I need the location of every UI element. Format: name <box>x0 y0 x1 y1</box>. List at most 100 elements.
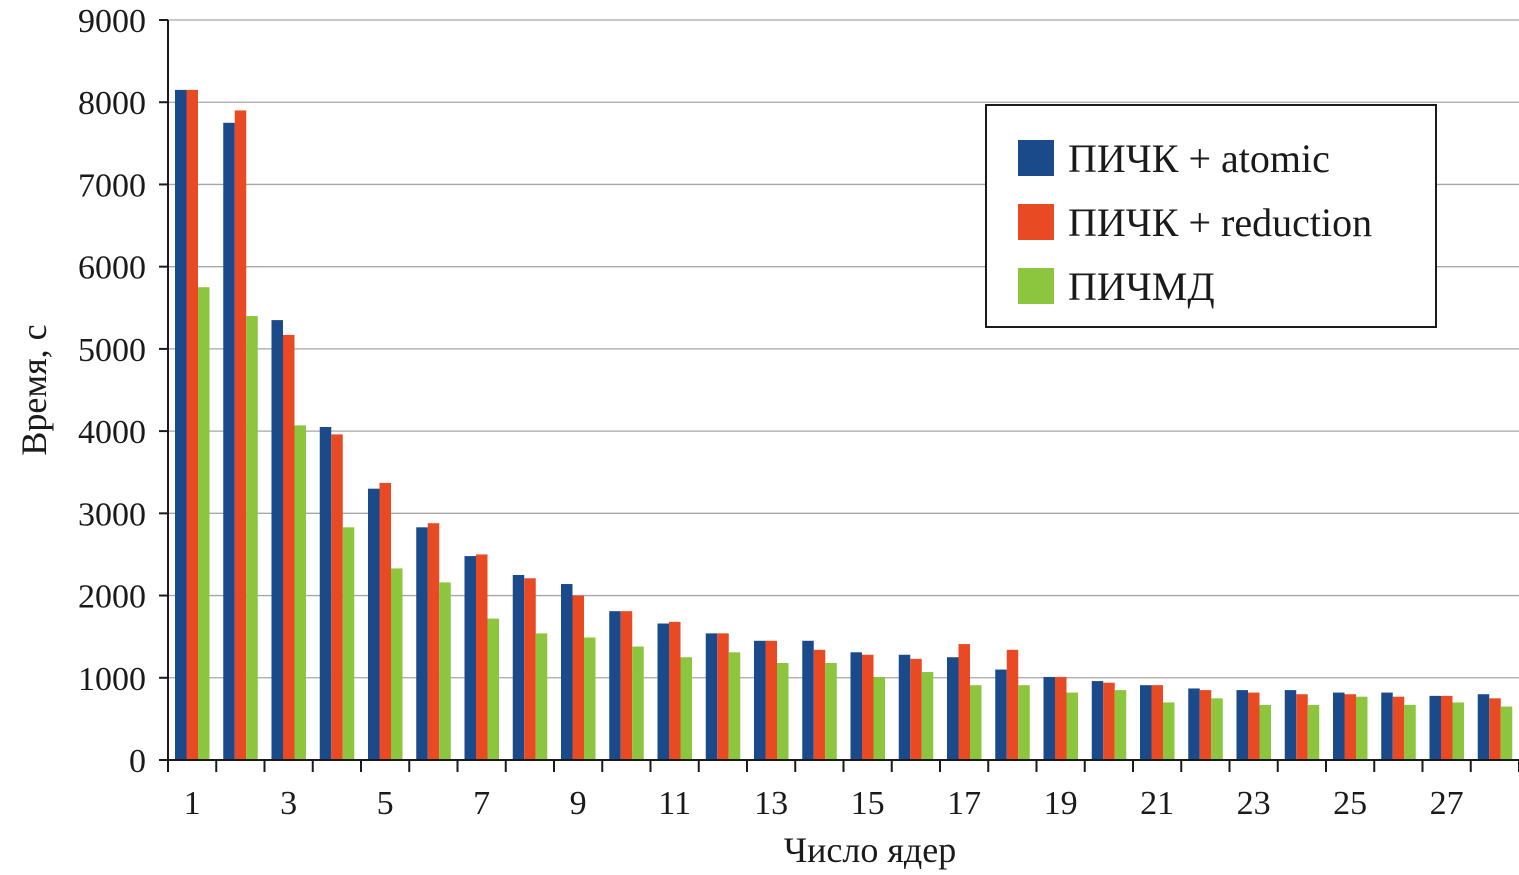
x-tick-label: 7 <box>473 785 490 822</box>
x-tick-label: 9 <box>570 785 587 822</box>
x-tick-label: 5 <box>377 785 394 822</box>
bar-series-1-cat-10 <box>609 611 621 760</box>
bar-series-1-cat-11 <box>657 623 669 760</box>
bar-series-3-cat-8 <box>535 633 548 760</box>
y-tick-label: 0 <box>129 743 146 780</box>
bar-series-1-cat-5 <box>368 488 380 760</box>
bar-series-2-cat-19 <box>1055 676 1067 760</box>
bar-series-1-cat-6 <box>416 527 428 760</box>
y-tick-labels: 0 1000 2000 3000 4000 5000 6000 7000 8000 9000 <box>78 3 168 780</box>
bar-series-3-cat-25 <box>1356 696 1368 760</box>
bar-series-2-cat-6 <box>427 523 440 760</box>
bar-series-3-cat-12 <box>728 652 741 760</box>
bar-series-3-cat-28 <box>1500 706 1513 760</box>
legend-label-2: ПИЧК + reduction <box>1068 200 1372 245</box>
bar-series-3-cat-23 <box>1259 704 1271 760</box>
bar-series-1-cat-12 <box>705 633 718 760</box>
y-tick-label: 5000 <box>78 332 146 369</box>
bar-series-1-cat-20 <box>1091 681 1104 760</box>
legend-swatch-1 <box>1018 140 1054 176</box>
bar-series-1-cat-17 <box>947 657 959 760</box>
bar-series-3-cat-11 <box>680 657 692 760</box>
y-tick-label: 2000 <box>78 579 146 616</box>
bar-series-3-cat-15 <box>873 676 885 760</box>
bar-series-2-cat-26 <box>1392 696 1405 760</box>
bar-series-1-cat-16 <box>898 654 911 760</box>
bar-series-2-cat-5 <box>379 482 391 760</box>
bar-series-3-cat-16 <box>921 672 934 760</box>
bar-series-1-cat-28 <box>1477 694 1490 760</box>
y-tick-label: 4000 <box>78 414 146 451</box>
bar-series-3-cat-20 <box>1114 690 1127 760</box>
bar-series-3-cat-1 <box>198 287 210 760</box>
bar-series-1-cat-13 <box>754 640 766 760</box>
x-tick-label: 11 <box>658 785 691 822</box>
bar-series-2-cat-20 <box>1103 682 1115 760</box>
bar-series-2-cat-11 <box>669 621 681 760</box>
bar-series-2-cat-18 <box>1006 649 1019 760</box>
bar-series-1-cat-9 <box>561 584 573 760</box>
y-axis-title: Время, с <box>14 324 54 455</box>
bar-series-2-cat-2 <box>234 110 247 760</box>
bar-series-2-cat-27 <box>1441 695 1453 760</box>
bar-series-1-cat-21 <box>1140 685 1152 760</box>
bar-series-2-cat-24 <box>1296 694 1308 760</box>
bar-series-2-cat-7 <box>476 554 488 760</box>
y-tick-label: 9000 <box>78 3 146 40</box>
bar-series-2-cat-12 <box>717 633 729 760</box>
bar-series-1-cat-8 <box>512 575 525 760</box>
bar-series-1-cat-15 <box>850 652 862 760</box>
bar-series-3-cat-5 <box>391 568 403 760</box>
x-tick-label: 13 <box>754 785 788 822</box>
bar-series-2-cat-22 <box>1199 690 1212 760</box>
bar-series-2-cat-25 <box>1344 694 1356 760</box>
bar-series-3-cat-17 <box>970 685 982 760</box>
bar-series-2-cat-14 <box>813 649 826 760</box>
x-tick-label: 21 <box>1140 785 1174 822</box>
bar-series-2-cat-1 <box>186 89 198 760</box>
bar-series-1-cat-24 <box>1284 690 1297 760</box>
bar-series-3-cat-22 <box>1211 698 1223 760</box>
legend-box <box>985 104 1437 328</box>
bar-series-3-cat-21 <box>1163 702 1175 760</box>
bar-series-2-cat-9 <box>572 595 584 760</box>
bar-series-1-cat-19 <box>1043 676 1055 760</box>
legend-swatch-2 <box>1018 204 1054 240</box>
y-tick-label: 3000 <box>78 496 146 533</box>
legend-label-3: ПИЧМД <box>1068 264 1215 309</box>
bar-series-2-cat-16 <box>910 658 922 760</box>
x-tick-label: 23 <box>1237 785 1271 822</box>
bar-series-3-cat-10 <box>632 646 644 760</box>
bar-series-3-cat-3 <box>294 425 306 760</box>
x-tick-label: 3 <box>280 785 297 822</box>
bar-series-1-cat-14 <box>802 640 814 760</box>
legend-label-1: ПИЧК + atomic <box>1068 136 1330 181</box>
y-tick-label: 1000 <box>78 661 146 698</box>
bar-series-3-cat-24 <box>1307 704 1320 760</box>
y-tick-label: 6000 <box>78 250 146 287</box>
x-tick-label: 25 <box>1333 785 1367 822</box>
y-tick-label: 7000 <box>78 167 146 204</box>
bar-series-1-cat-26 <box>1381 692 1393 760</box>
bar-series-1-cat-22 <box>1188 688 1200 760</box>
bar-series-3-cat-4 <box>342 527 355 760</box>
bar-series-2-cat-10 <box>620 611 633 760</box>
x-tick-label: 1 <box>184 785 201 822</box>
bar-series-3-cat-27 <box>1452 702 1464 760</box>
x-tick-label: 15 <box>851 785 885 822</box>
bar-series-3-cat-26 <box>1404 704 1416 760</box>
bar-series-3-cat-13 <box>777 662 789 760</box>
bar-series-2-cat-17 <box>958 644 970 760</box>
bar-series-1-cat-3 <box>271 320 283 760</box>
bar-series-1-cat-2 <box>223 122 235 760</box>
bar-series-2-cat-13 <box>765 640 777 760</box>
bar-series-1-cat-25 <box>1333 692 1345 760</box>
bar-series-1-cat-1 <box>175 89 187 760</box>
bar-series-3-cat-14 <box>825 662 837 760</box>
bar-series-3-cat-18 <box>1018 685 1030 760</box>
bar-series-2-cat-28 <box>1489 698 1501 760</box>
y-tick-label: 8000 <box>78 85 146 122</box>
x-tick-label: 27 <box>1430 785 1464 822</box>
bar-series-3-cat-7 <box>487 618 499 760</box>
